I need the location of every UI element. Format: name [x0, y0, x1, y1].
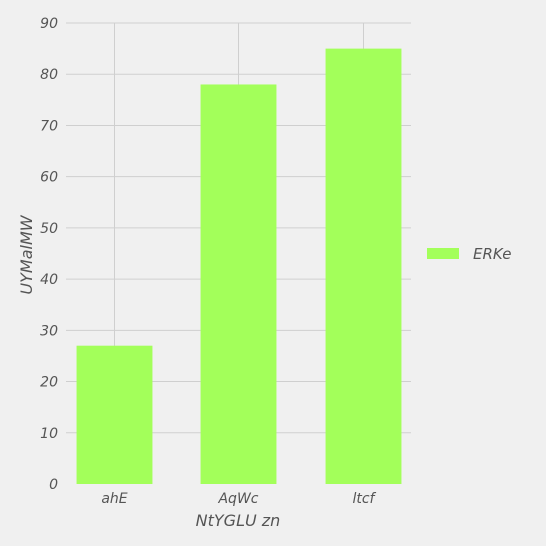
- y-tick-label-1: 10: [40, 426, 58, 442]
- bar-ahE: [76, 345, 153, 484]
- y-tick-label-4: 40: [40, 272, 58, 288]
- y-tick-label-2: 20: [40, 375, 58, 391]
- y-tick-label-7: 70: [40, 118, 58, 134]
- legend-label: ERKe: [473, 245, 511, 263]
- x-tick-label-1: AqWc: [217, 491, 258, 507]
- y-tick-label-3: 30: [40, 323, 58, 339]
- y-tick-label-5: 50: [40, 221, 58, 237]
- x-axis-title: NtYGLU zn: [196, 511, 281, 530]
- x-tick-label-0: ahE: [101, 491, 127, 507]
- y-tick-label-0: 0: [49, 477, 58, 493]
- legend-swatch: [427, 248, 459, 259]
- y-tick-label-9: 90: [40, 16, 58, 32]
- y-tick-label-8: 80: [40, 67, 58, 83]
- y-axis-title: UYMalMW: [17, 214, 36, 294]
- y-axis-ticks: 0 10 20 30 40 50 60 70 80 90: [40, 16, 58, 493]
- legend: ERKe: [427, 245, 511, 263]
- x-axis-ticks: ahE AqWc ltcf: [101, 491, 376, 507]
- bar-AqWc: [200, 84, 277, 484]
- bar-ltcf: [325, 48, 402, 484]
- bars: [76, 48, 402, 484]
- y-tick-label-6: 60: [40, 170, 58, 186]
- x-tick-label-2: ltcf: [352, 491, 376, 507]
